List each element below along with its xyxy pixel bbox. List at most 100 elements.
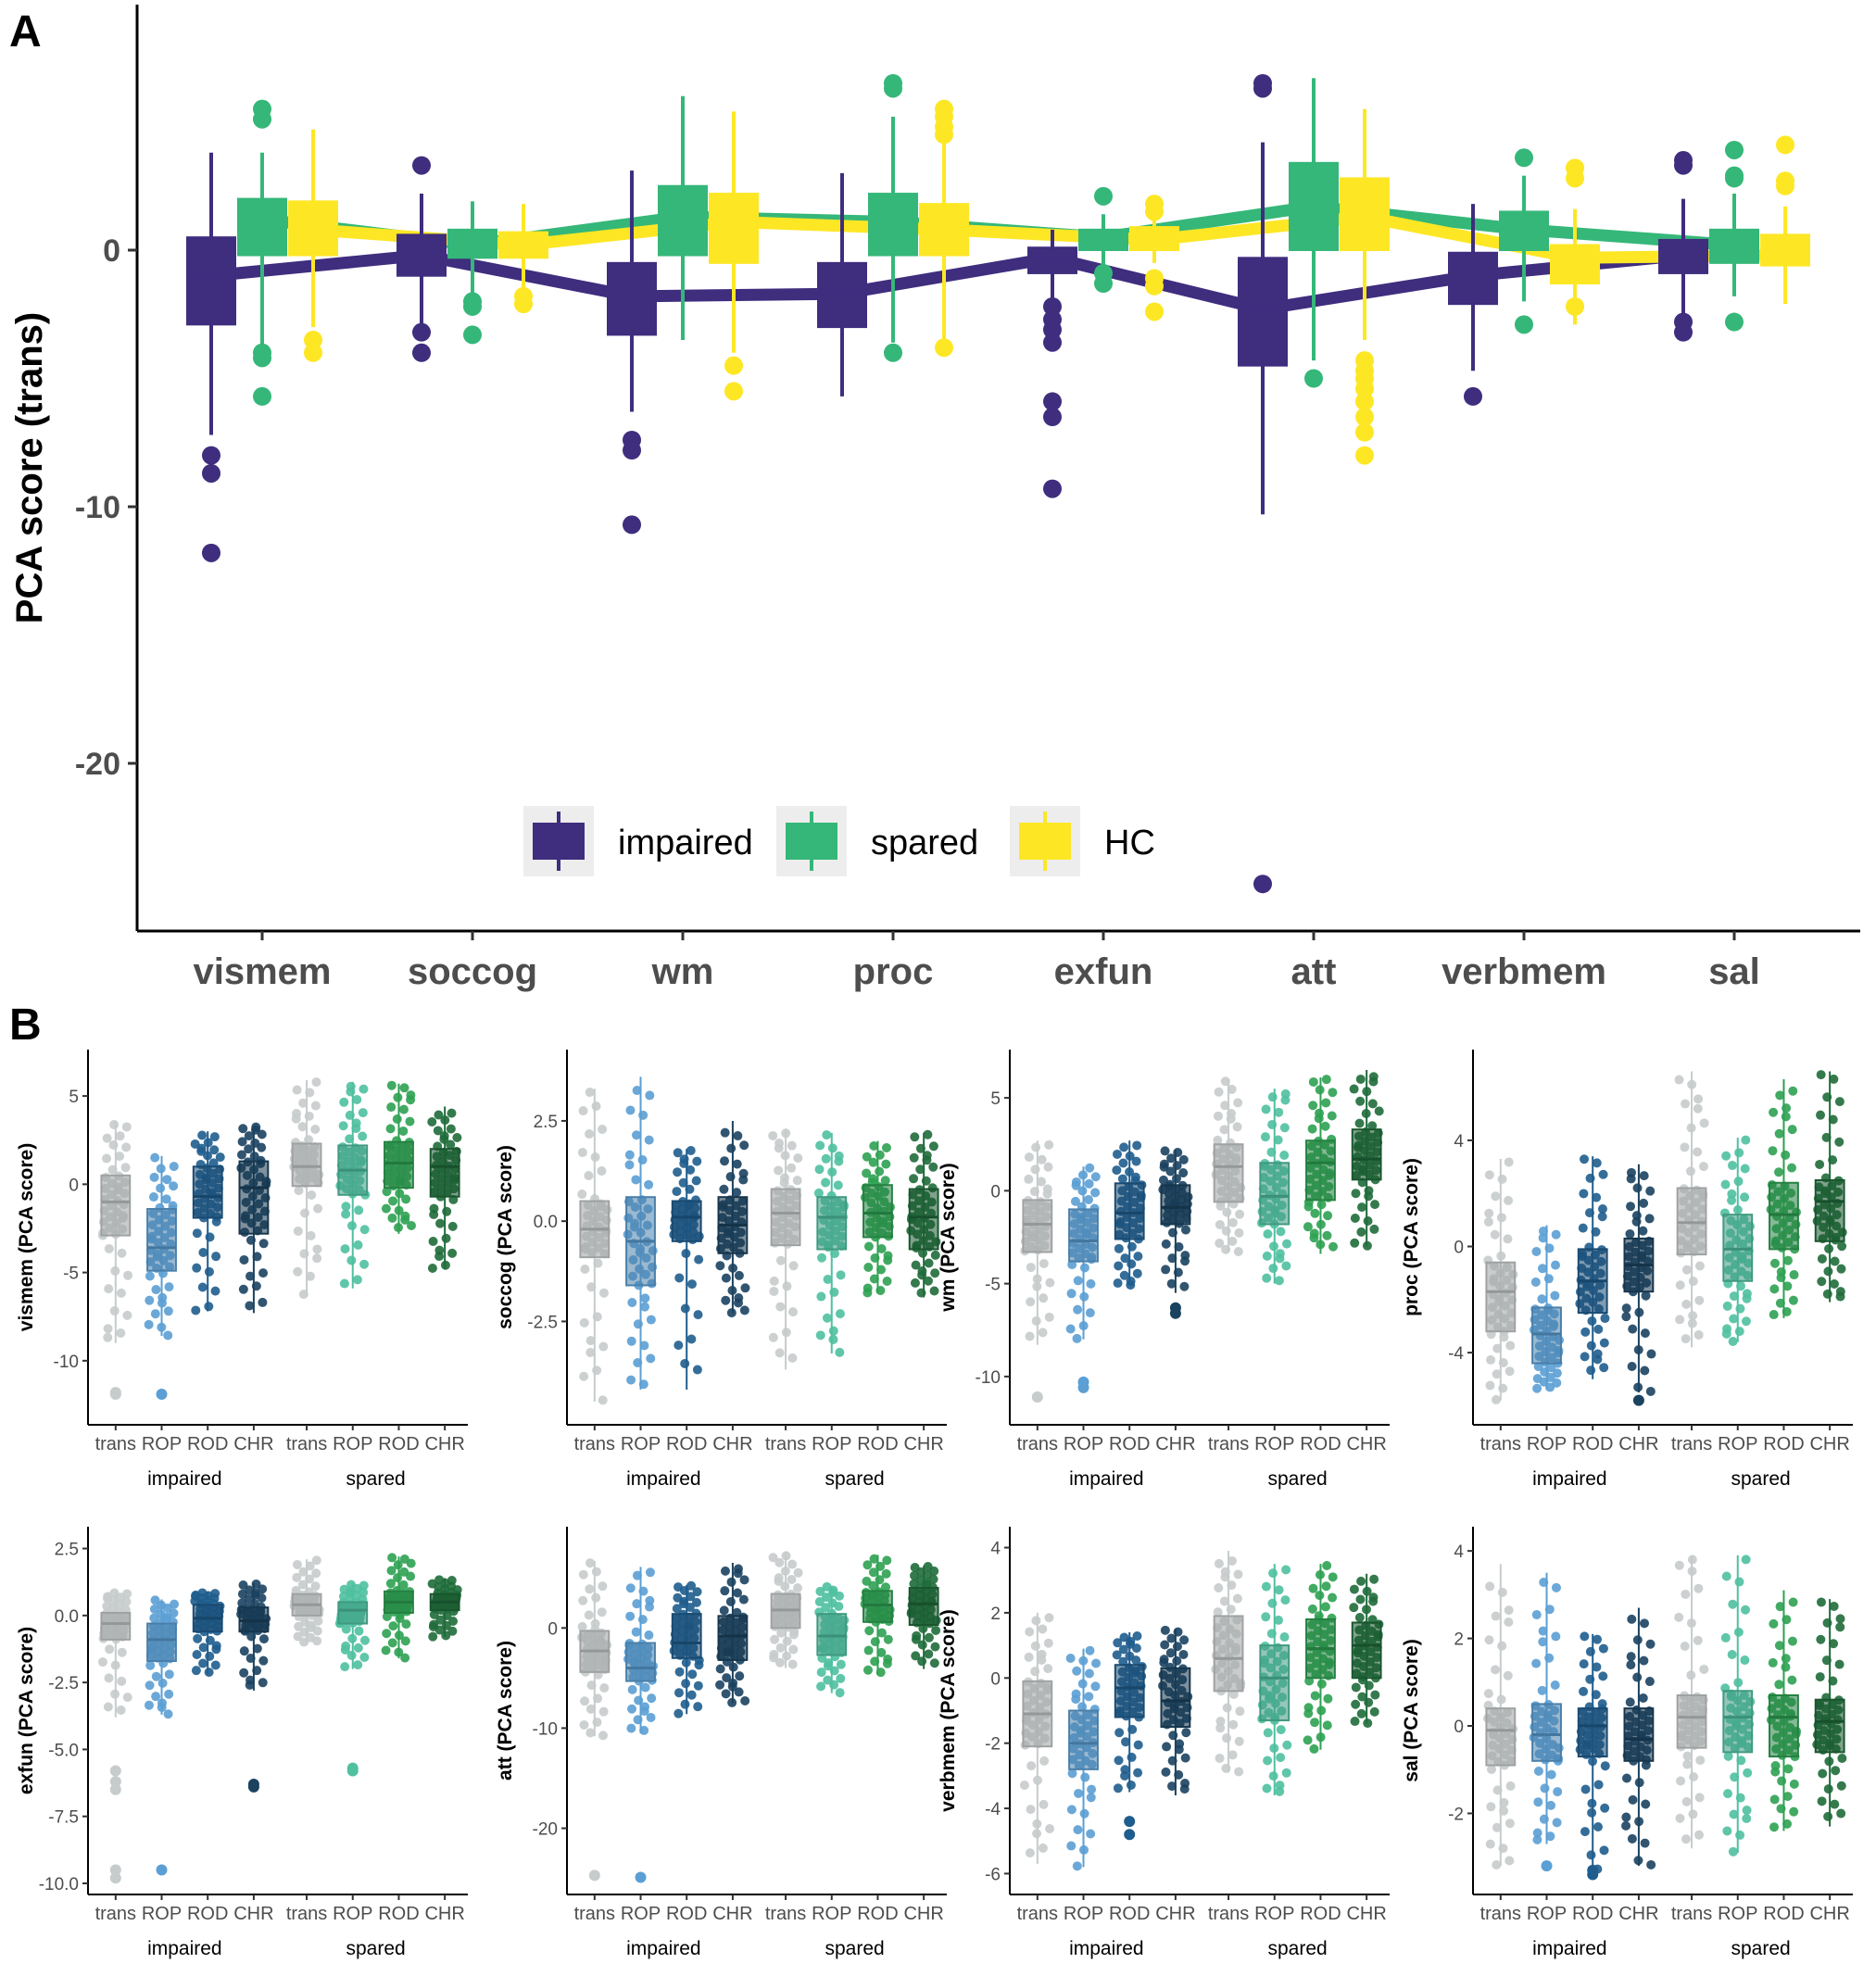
data-point bbox=[1540, 1783, 1550, 1794]
box bbox=[1814, 1698, 1845, 1754]
data-point bbox=[1354, 1613, 1365, 1623]
data-point bbox=[1641, 1799, 1651, 1809]
data-point bbox=[1723, 1751, 1733, 1761]
data-point bbox=[1821, 1132, 1832, 1142]
data-point bbox=[584, 1610, 594, 1620]
data-point bbox=[198, 1658, 208, 1668]
data-point bbox=[869, 1554, 879, 1564]
y-tick-label: 4 bbox=[1454, 1542, 1464, 1562]
data-point bbox=[1492, 1343, 1503, 1353]
y-tick-label: 5 bbox=[69, 1088, 79, 1107]
data-point bbox=[1644, 1214, 1655, 1224]
data-point bbox=[1597, 1699, 1607, 1709]
data-point bbox=[1546, 1363, 1556, 1373]
data-point bbox=[441, 1630, 451, 1641]
x-category-label: wm bbox=[651, 951, 714, 992]
data-point bbox=[1160, 1640, 1170, 1650]
group-label-impaired: impaired bbox=[1532, 1938, 1607, 1959]
data-point bbox=[1328, 1572, 1338, 1582]
data-point bbox=[340, 1662, 350, 1672]
data-point bbox=[1220, 1101, 1230, 1111]
data-point bbox=[359, 1635, 370, 1645]
legend-label-HC: HC bbox=[1104, 824, 1155, 862]
data-point bbox=[434, 1110, 444, 1120]
data-point bbox=[149, 1172, 159, 1182]
data-point bbox=[1321, 1075, 1331, 1085]
x-category-label: ROP bbox=[1064, 1904, 1103, 1924]
data-point bbox=[257, 1142, 267, 1152]
data-point bbox=[1491, 1665, 1501, 1675]
data-point bbox=[197, 1130, 208, 1140]
box bbox=[1769, 1693, 1799, 1758]
data-point bbox=[693, 1702, 703, 1712]
data-point bbox=[1632, 1635, 1643, 1645]
data-point bbox=[1681, 1796, 1692, 1806]
data-point bbox=[386, 1566, 397, 1576]
data-point bbox=[1787, 1163, 1797, 1173]
data-point bbox=[312, 1244, 322, 1254]
box bbox=[908, 1587, 939, 1627]
data-point bbox=[1219, 1125, 1229, 1135]
data-point bbox=[1281, 1239, 1291, 1249]
data-point bbox=[1628, 1324, 1638, 1334]
data-point bbox=[1132, 1140, 1142, 1151]
data-point bbox=[1533, 1797, 1543, 1807]
data-point bbox=[406, 1571, 416, 1581]
x-category-label: ROP bbox=[1254, 1434, 1294, 1454]
data-point bbox=[1580, 1631, 1590, 1642]
data-point bbox=[149, 1604, 159, 1614]
data-point bbox=[103, 1324, 113, 1334]
x-category-label: trans bbox=[1017, 1434, 1058, 1454]
box bbox=[1531, 1703, 1562, 1762]
data-point bbox=[398, 1126, 409, 1136]
data-point bbox=[863, 1241, 874, 1252]
data-point bbox=[1281, 1565, 1291, 1575]
data-point bbox=[733, 1564, 743, 1574]
data-point bbox=[307, 1189, 317, 1200]
data-point bbox=[1228, 1217, 1238, 1227]
data-point bbox=[1279, 1123, 1290, 1133]
data-point bbox=[679, 1585, 689, 1595]
data-point bbox=[815, 1330, 825, 1340]
data-point bbox=[351, 1118, 361, 1128]
data-point bbox=[1497, 1174, 1507, 1184]
data-point bbox=[585, 1088, 595, 1098]
data-point bbox=[211, 1641, 221, 1651]
data-point bbox=[429, 1619, 439, 1630]
data-point bbox=[640, 1702, 650, 1712]
box bbox=[337, 1601, 369, 1625]
data-point bbox=[924, 1632, 934, 1642]
data-point bbox=[1268, 1771, 1278, 1781]
data-point bbox=[1505, 1340, 1516, 1351]
data-point bbox=[591, 1101, 601, 1112]
data-point bbox=[928, 1141, 938, 1152]
data-point bbox=[883, 1251, 893, 1261]
data-point bbox=[775, 1255, 786, 1265]
data-point bbox=[1545, 1372, 1555, 1382]
data-point bbox=[399, 1083, 409, 1093]
data-point bbox=[1721, 1151, 1731, 1161]
data-point bbox=[735, 1671, 745, 1681]
data-point bbox=[692, 1587, 702, 1597]
data-point bbox=[835, 1688, 845, 1698]
data-point bbox=[162, 1603, 172, 1613]
data-point bbox=[1531, 1246, 1542, 1256]
data-point bbox=[1214, 1558, 1224, 1568]
y-tick-label: 0.0 bbox=[534, 1213, 558, 1232]
outlier-point bbox=[1632, 1394, 1644, 1406]
data-point bbox=[387, 1553, 397, 1563]
data-point bbox=[929, 1286, 939, 1296]
data-point bbox=[145, 1680, 155, 1691]
data-point bbox=[1742, 1814, 1752, 1824]
data-point bbox=[1221, 1226, 1231, 1236]
data-point bbox=[292, 1085, 302, 1095]
data-point bbox=[1133, 1252, 1143, 1262]
data-point bbox=[169, 1181, 179, 1191]
data-point bbox=[1363, 1215, 1373, 1226]
outlier-point bbox=[156, 1864, 168, 1876]
data-point bbox=[1320, 1121, 1330, 1131]
data-point bbox=[674, 1688, 684, 1698]
data-point bbox=[429, 1203, 439, 1214]
outlier-point-spared bbox=[884, 343, 902, 362]
x-category-label: trans bbox=[765, 1904, 806, 1924]
